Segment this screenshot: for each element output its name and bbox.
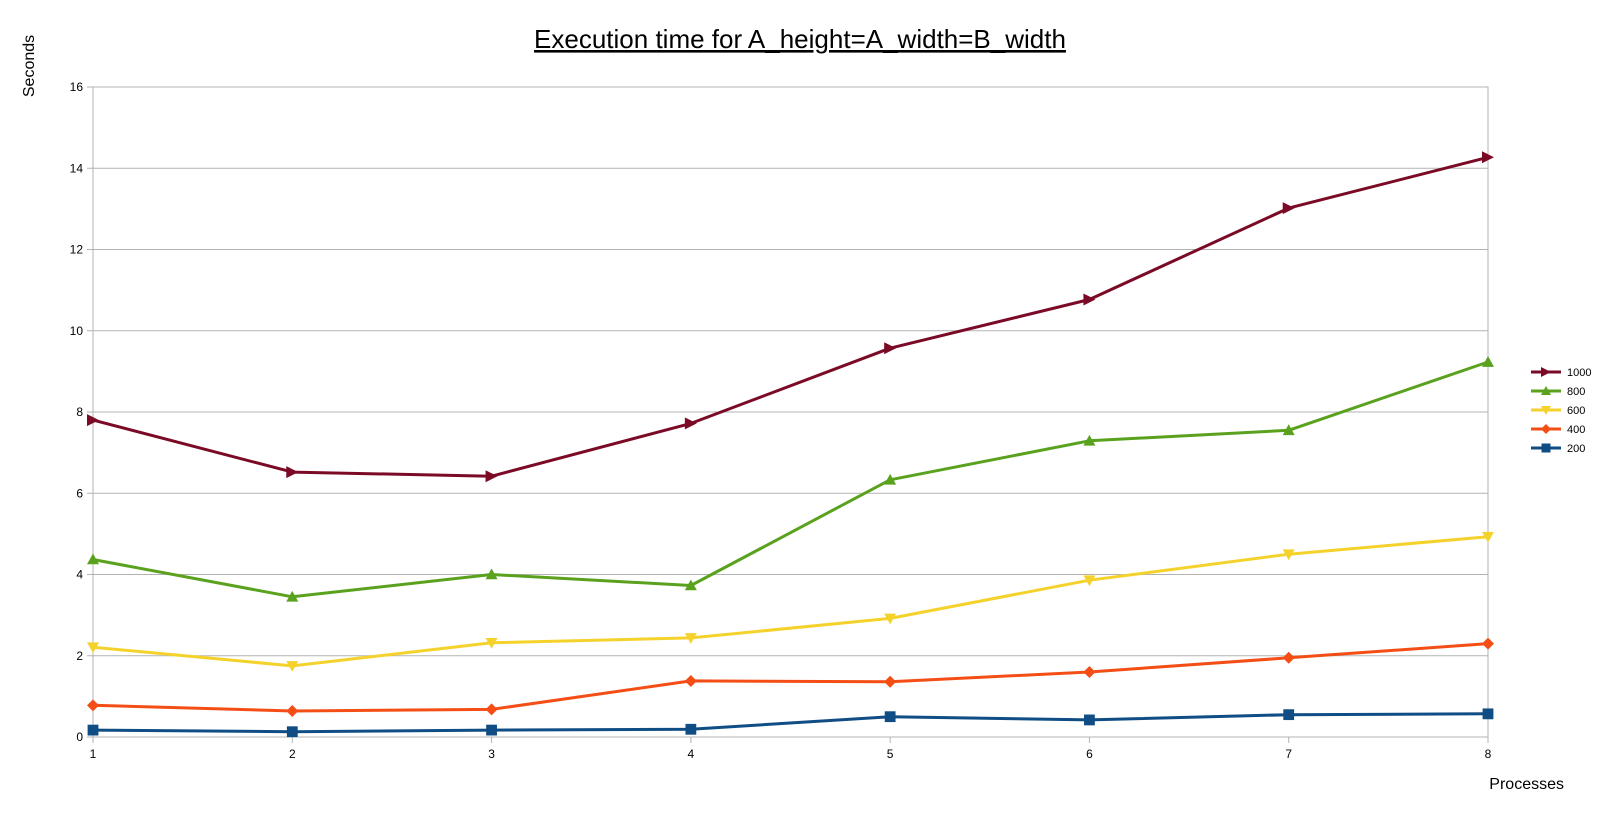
series-200-point-4 [685,723,697,735]
legend-marker-600 [1541,406,1551,415]
series-800-point-2 [286,590,299,602]
x-tick-label-1: 2 [289,747,296,761]
series-200-point-5 [884,711,896,723]
series-400-line [92,642,1489,713]
series-400-point-8 [1482,637,1494,650]
legend-label-200: 200 [1567,443,1585,455]
series-800-point-4 [684,579,697,591]
y-tick-label-1: 2 [76,649,83,663]
x-tick-label-0: 1 [90,747,97,761]
legend: 1000 800 600 400 200 [1531,367,1591,455]
series-400-point-4 [684,674,697,687]
series-1000-point-1 [87,414,99,427]
series-200-point-7 [1283,709,1295,721]
series-400-point-1 [87,699,99,712]
series-800-point-1 [87,553,99,565]
series-group [87,151,1494,738]
y-tick-label-0: 0 [76,730,83,744]
series-800-point-7 [1282,424,1295,436]
series-1000-point-8 [1482,151,1494,164]
y-tick-label-7: 14 [70,161,84,175]
legend-item-400: 400 [1531,424,1585,436]
gridlines [92,86,1489,738]
series-200-point-2 [286,726,298,738]
series-800-point-8 [1482,356,1494,367]
series-400 [87,637,1494,717]
series-600-point-5 [884,613,897,625]
y-tick-label-8: 16 [70,80,84,94]
y-tick-label-4: 8 [76,405,83,419]
y-tick-label-2: 4 [76,568,83,582]
x-tick-label-4: 5 [887,747,894,761]
legend-marker-200 [1541,443,1551,453]
series-800 [87,356,1494,602]
series-400-point-3 [485,703,498,716]
series-600-point-7 [1282,549,1295,561]
y-tick-label-3: 6 [76,486,83,500]
series-1000-point-5 [884,342,897,355]
legend-item-600: 600 [1531,405,1585,417]
x-tick-label-6: 7 [1285,747,1292,761]
series-400-point-5 [884,675,897,688]
y-tick-label-5: 10 [70,324,84,338]
series-200 [87,708,1494,738]
series-800-point-5 [884,473,897,485]
x-tick-label-3: 4 [688,747,695,761]
legend-marker-800 [1541,386,1551,395]
chart-title: Execution time for A_height=A_width=B_wi… [534,24,1066,54]
series-1000-point-4 [684,417,697,430]
series-200-point-3 [486,724,497,736]
series-600-point-1 [87,642,99,654]
series-1000-point-3 [485,470,498,483]
legend-marker-1000 [1541,367,1551,377]
series-400-point-7 [1282,651,1295,664]
x-axis-label: Processes [1489,776,1564,793]
legend-label-400: 400 [1567,424,1585,436]
series-200-line [92,712,1489,734]
legend-label-600: 600 [1567,405,1585,417]
legend-label-1000: 1000 [1567,367,1591,379]
legend-item-200: 200 [1531,443,1585,455]
x-tick-label-2: 3 [488,747,495,761]
series-600-point-3 [485,637,498,649]
series-400-point-2 [286,705,299,717]
legend-label-800: 800 [1567,386,1585,398]
series-1000 [87,151,1494,483]
x-tick-label-5: 6 [1086,747,1093,761]
series-200-point-6 [1084,714,1095,726]
series-800-point-3 [485,568,498,580]
series-1000-point-2 [286,466,299,479]
series-400-point-6 [1083,666,1096,678]
series-600-point-4 [684,633,697,644]
series-600-line [92,535,1489,668]
series-800-line [92,360,1489,599]
series-600-point-8 [1482,531,1494,543]
series-200-point-1 [87,724,99,736]
series-200-point-8 [1482,708,1494,720]
legend-item-800: 800 [1531,386,1585,398]
series-600-point-6 [1083,575,1096,587]
y-axis-label: Seconds [21,35,38,97]
legend-item-1000: 1000 [1531,367,1591,379]
series-800-point-6 [1083,434,1096,446]
series-1000-point-6 [1083,293,1096,306]
series-600-point-2 [286,661,299,672]
y-tick-label-6: 12 [70,243,84,257]
series-1000-point-7 [1282,202,1295,215]
series-1000-line [92,155,1489,478]
x-tick-label-7: 8 [1485,747,1492,761]
series-600 [87,531,1494,672]
legend-marker-400 [1541,424,1551,434]
